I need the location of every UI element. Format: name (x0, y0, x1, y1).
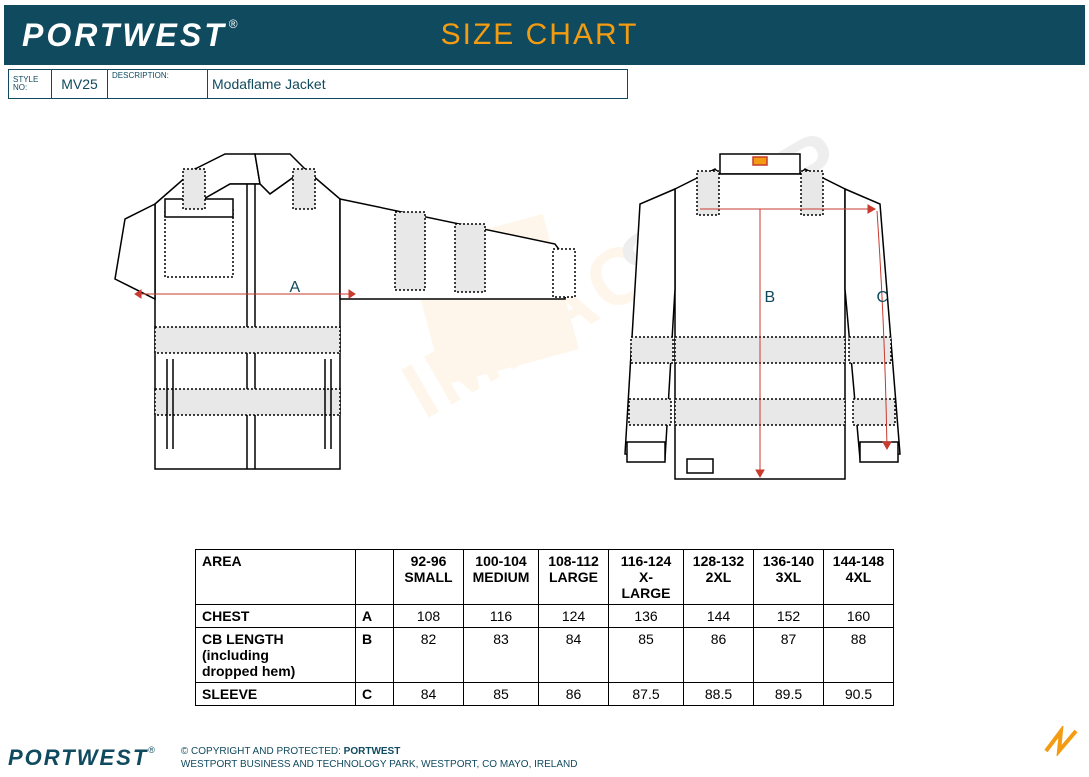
table-cell: 86 (684, 628, 754, 683)
measure-label-b: B (765, 289, 776, 307)
table-row-letter: B (356, 628, 394, 683)
table-size-header: 128-1322XL (684, 550, 754, 605)
measure-label-a: A (290, 279, 301, 297)
table-cell: 152 (754, 605, 824, 628)
table-size-header: 136-1403XL (754, 550, 824, 605)
table-cell: 160 (824, 605, 894, 628)
table-row-letter: C (356, 683, 394, 706)
table-cell: 84 (394, 683, 464, 706)
header-bar: PORTWEST® SIZE CHART (4, 5, 1085, 65)
diagram-area: A (15, 129, 1075, 549)
table-size-header: 116-124X-LARGE (609, 550, 684, 605)
table-cell: 136 (609, 605, 684, 628)
table-cell: 116 (464, 605, 539, 628)
footer-brand-logo: PORTWEST® (8, 745, 157, 771)
table-cell: 84 (539, 628, 609, 683)
table-cell: 86 (539, 683, 609, 706)
page-title: SIZE CHART (441, 18, 639, 52)
style-label-cell: STYLE NO: (8, 69, 52, 99)
table-cell: 83 (464, 628, 539, 683)
table-cell: 90.5 (824, 683, 894, 706)
table-cell: 87.5 (609, 683, 684, 706)
table-row-area: CB LENGTH (including dropped hem) (196, 628, 356, 683)
table-cell: 108 (394, 605, 464, 628)
table-size-header: 144-1484XL (824, 550, 894, 605)
footer-text: © COPYRIGHT AND PROTECTED: PORTWEST WEST… (181, 745, 578, 771)
table-cell: 85 (464, 683, 539, 706)
footer: PORTWEST® © COPYRIGHT AND PROTECTED: POR… (8, 745, 577, 771)
jacket-front-diagram (95, 149, 595, 509)
description-label-cell: DESCRIPTION: (108, 69, 208, 99)
table-size-header: 108-112LARGE (539, 550, 609, 605)
style-no-value: MV25 (52, 69, 108, 99)
table-row-letter: A (356, 605, 394, 628)
table-cell: 89.5 (754, 683, 824, 706)
measure-label-c: C (877, 289, 889, 307)
brand-logo: PORTWEST® (22, 17, 241, 54)
table-header-letter (356, 550, 394, 605)
table-cell: 124 (539, 605, 609, 628)
table-cell: 87 (754, 628, 824, 683)
table-header-area: AREA (196, 550, 356, 605)
size-table: AREA92-96SMALL100-104MEDIUM108-112LARGE1… (195, 549, 894, 706)
table-cell: 144 (684, 605, 754, 628)
table-size-header: 100-104MEDIUM (464, 550, 539, 605)
table-size-header: 92-96SMALL (394, 550, 464, 605)
table-cell: 88 (824, 628, 894, 683)
footer-arrow-icon (1041, 726, 1081, 763)
jacket-back-diagram (605, 149, 935, 509)
table-cell: 85 (609, 628, 684, 683)
table-row-area: CHEST (196, 605, 356, 628)
info-row: STYLE NO: MV25 DESCRIPTION: Modaflame Ja… (8, 69, 1089, 99)
table-cell: 82 (394, 628, 464, 683)
table-cell: 88.5 (684, 683, 754, 706)
table-row-area: SLEEVE (196, 683, 356, 706)
description-value: Modaflame Jacket (208, 69, 628, 99)
